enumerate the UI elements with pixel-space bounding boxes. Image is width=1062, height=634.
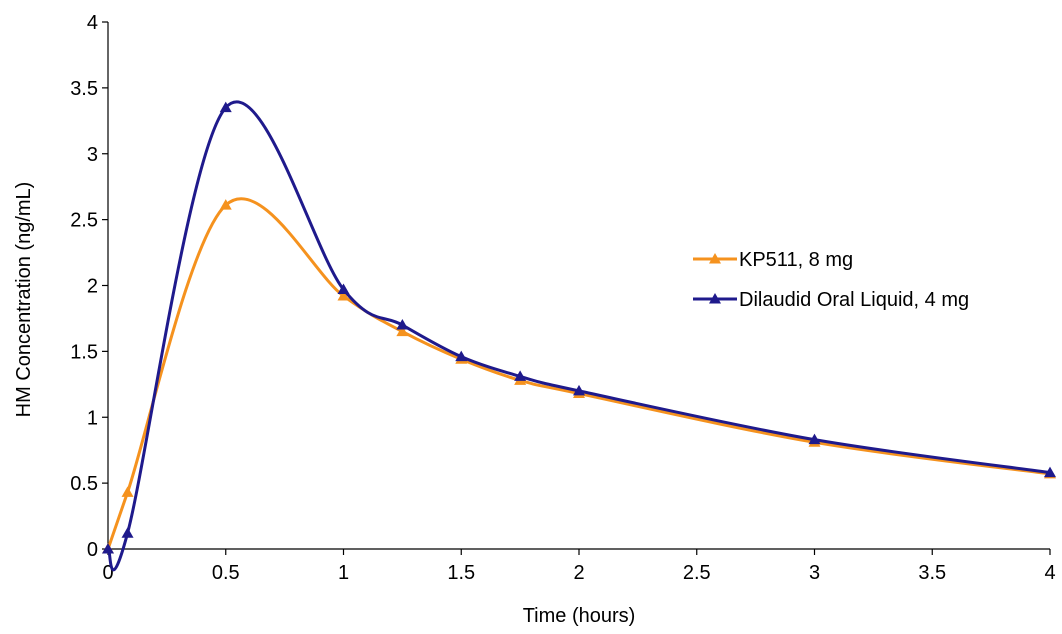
y-tick-label: 3 — [87, 144, 98, 166]
y-axis-title: HM Concentration (ng/mL) — [13, 182, 35, 418]
legend: KP511, 8 mg Dilaudid Oral Liquid, 4 mg — [693, 249, 969, 311]
axes — [107, 22, 1050, 550]
x-axis-title: Time (hours) — [523, 605, 636, 627]
legend-marker — [709, 253, 721, 264]
x-tick-label: 4 — [1044, 562, 1055, 584]
x-tick-label: 3 — [809, 562, 820, 584]
x-tick-label: 0.5 — [212, 562, 240, 584]
legend-item: KP511, 8 mg — [693, 249, 853, 271]
y-tick-label: 2 — [87, 276, 98, 298]
y-tick-label: 1 — [87, 407, 98, 429]
data-point-marker — [337, 290, 350, 301]
x-ticks: 0 0.5 1 1.5 2 2.5 3 3.5 4 — [102, 549, 1056, 584]
data-point-marker — [573, 384, 585, 396]
data-point-marker — [219, 199, 232, 210]
data-point-marker — [396, 319, 409, 330]
data-point-marker — [121, 527, 134, 538]
series-2 — [102, 100, 1056, 572]
x-tick-label: 3.5 — [918, 562, 946, 584]
data-point-marker — [396, 325, 409, 337]
x-tick-label: 2.5 — [683, 562, 711, 584]
series-line — [106, 100, 1051, 572]
data-point-marker — [514, 370, 527, 381]
legend-marker — [709, 293, 721, 304]
legend-label: Dilaudid Oral Liquid, 4 mg — [739, 289, 969, 311]
data-point-marker — [102, 543, 114, 554]
y-tick-label: 1.5 — [70, 341, 98, 363]
data-point-marker — [808, 433, 821, 445]
x-tick-label: 1 — [338, 562, 349, 584]
data-point-marker — [455, 350, 468, 362]
data-point-marker — [121, 486, 134, 497]
x-tick-label: 0 — [102, 562, 113, 584]
y-tick-label: 2.5 — [70, 210, 98, 232]
y-tick-label: 4 — [87, 12, 98, 34]
series-line — [106, 197, 1051, 550]
x-tick-label: 2 — [573, 562, 584, 584]
y-tick-label: 0 — [87, 539, 98, 561]
series-layer — [102, 100, 1056, 572]
data-point-marker — [1044, 466, 1056, 478]
y-tick-label: 3.5 — [70, 78, 98, 100]
data-point-marker — [337, 283, 350, 294]
y-tick-label: 0.5 — [70, 473, 98, 495]
data-point-marker — [219, 101, 232, 113]
legend-label: KP511, 8 mg — [739, 249, 853, 271]
x-tick-label: 1.5 — [447, 562, 475, 584]
y-ticks: 0 0.5 1 1.5 2 2.5 3 3.5 4 — [70, 12, 108, 561]
legend-item: Dilaudid Oral Liquid, 4 mg — [693, 289, 969, 311]
series-1 — [102, 197, 1056, 554]
